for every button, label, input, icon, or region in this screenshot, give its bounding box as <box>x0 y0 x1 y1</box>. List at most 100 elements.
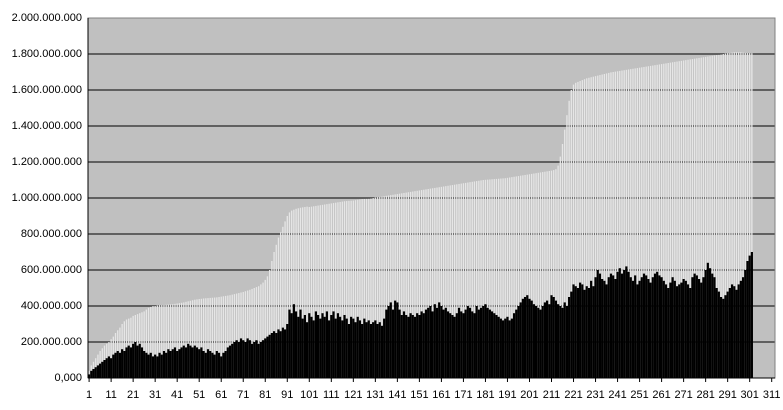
bar <box>526 295 529 378</box>
bar <box>420 311 423 378</box>
bar <box>695 275 698 378</box>
bar <box>467 182 469 378</box>
bar <box>671 62 674 378</box>
bar <box>715 55 718 379</box>
bar <box>651 277 654 378</box>
x-tick-label: 231 <box>586 389 604 401</box>
bar <box>250 343 254 378</box>
y-tick-label: 1.800.000.000 <box>12 48 82 60</box>
bar <box>530 300 533 378</box>
bar <box>733 286 736 378</box>
bar <box>649 282 652 378</box>
bar <box>381 196 383 378</box>
bar <box>638 67 641 379</box>
bar <box>103 360 106 378</box>
bar <box>539 309 542 378</box>
bar <box>277 237 280 378</box>
bar <box>456 184 458 378</box>
bar <box>242 340 245 378</box>
bar <box>495 178 498 378</box>
bar <box>123 321 125 378</box>
bar <box>460 311 463 378</box>
bar <box>200 298 203 378</box>
bar <box>596 270 599 378</box>
bar <box>689 288 692 378</box>
bar <box>722 298 725 378</box>
x-tick-label: 51 <box>193 389 205 401</box>
bar <box>553 170 555 378</box>
bar <box>107 356 111 378</box>
bar <box>205 298 207 378</box>
bar <box>702 57 705 379</box>
bar <box>176 351 179 378</box>
bar <box>257 343 260 378</box>
bar <box>233 342 236 378</box>
bar <box>731 52 733 379</box>
bar <box>398 309 401 378</box>
bar <box>310 206 313 378</box>
bar <box>394 194 396 378</box>
bar <box>638 280 641 378</box>
bar <box>477 309 480 378</box>
bar <box>171 349 174 378</box>
bar <box>389 302 392 378</box>
y-tick-label: 400.000.000 <box>21 300 82 312</box>
bar <box>151 356 155 378</box>
bar <box>479 307 483 378</box>
bar <box>678 61 680 378</box>
y-tick-label: 1.200.000.000 <box>12 156 82 168</box>
bar <box>568 100 570 379</box>
bar <box>528 298 531 378</box>
x-tick-label: 251 <box>630 389 648 401</box>
bar <box>478 180 480 378</box>
bar <box>387 306 390 378</box>
y-tick-label: 1.000.000.000 <box>12 192 82 204</box>
bar <box>154 306 156 378</box>
bar <box>431 311 434 378</box>
bar <box>257 286 260 378</box>
bar <box>620 273 624 378</box>
bar <box>717 291 720 378</box>
bar <box>191 347 194 378</box>
bar <box>458 183 460 378</box>
bar <box>543 302 546 378</box>
bar <box>414 191 416 378</box>
bar <box>735 52 738 378</box>
bar <box>533 173 535 378</box>
bar <box>577 81 579 379</box>
bar <box>473 313 476 378</box>
bar <box>471 311 474 378</box>
bar <box>90 370 93 378</box>
bar <box>354 200 357 378</box>
bar <box>746 261 749 378</box>
bar <box>429 306 432 378</box>
bar <box>517 306 520 378</box>
bar <box>482 306 485 378</box>
bar <box>537 172 539 378</box>
bar <box>719 297 723 378</box>
bar <box>656 64 658 379</box>
bar <box>184 347 188 378</box>
bar <box>229 295 231 378</box>
bar <box>740 52 742 378</box>
bar <box>473 181 476 378</box>
bar <box>588 77 590 378</box>
bar <box>308 313 311 378</box>
x-tick-label: 71 <box>237 389 249 401</box>
bar <box>568 297 571 378</box>
bar <box>508 320 511 378</box>
bar <box>594 277 597 378</box>
bar <box>557 165 559 378</box>
bar <box>619 70 621 379</box>
bar <box>255 287 258 378</box>
x-tick-label: 61 <box>215 389 227 401</box>
bar <box>305 322 309 378</box>
bar <box>724 53 727 378</box>
bar <box>224 351 227 378</box>
bar <box>678 284 681 378</box>
bar <box>739 280 742 378</box>
bar <box>150 306 152 378</box>
bar <box>605 73 608 378</box>
bar <box>129 347 133 378</box>
bar <box>493 179 495 378</box>
